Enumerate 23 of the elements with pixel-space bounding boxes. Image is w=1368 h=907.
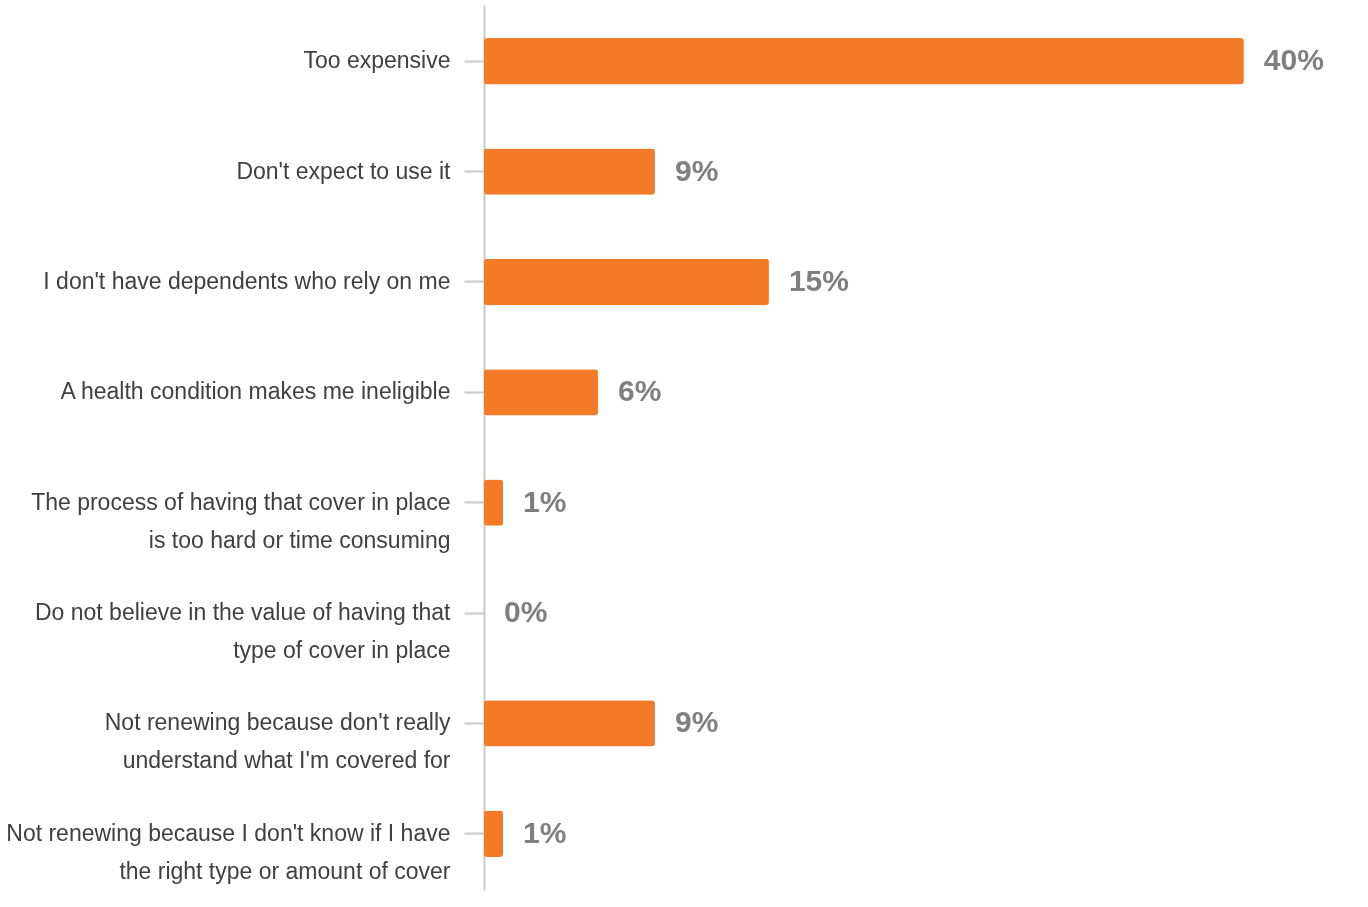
y-tick-label: Do not believe in the value of having that type of cover in place xyxy=(34,599,452,664)
data-label: 40% xyxy=(1263,43,1324,77)
data-label: 0% xyxy=(504,595,548,629)
y-tick-label: Not renewing because I don't know if I have the right type or amount of cover xyxy=(6,819,451,884)
y-tick-label: I don't have dependents who rely on me xyxy=(43,267,451,294)
data-label: 1% xyxy=(523,815,567,849)
data-label: 15% xyxy=(788,263,849,297)
bar xyxy=(484,258,769,306)
y-tick-label: Too expensive xyxy=(303,47,451,74)
bar xyxy=(484,810,503,857)
y-tick-label: A health condition makes me ineligible xyxy=(60,378,451,405)
bar xyxy=(484,148,655,195)
data-label: 6% xyxy=(617,374,662,408)
data-label: 1% xyxy=(523,484,567,518)
bar xyxy=(484,38,1244,85)
data-label: 9% xyxy=(674,705,719,739)
data-label: 9% xyxy=(674,153,719,187)
bar xyxy=(484,369,598,416)
y-tick-label: Don't expect to use it xyxy=(236,157,452,184)
y-tick-label: Not renewing because don't really understand what I'm covered for xyxy=(104,709,451,774)
bar xyxy=(484,479,503,526)
y-tick-label: The process of having that cover in place is too hard or time consuming xyxy=(31,488,451,553)
bar xyxy=(484,700,655,747)
